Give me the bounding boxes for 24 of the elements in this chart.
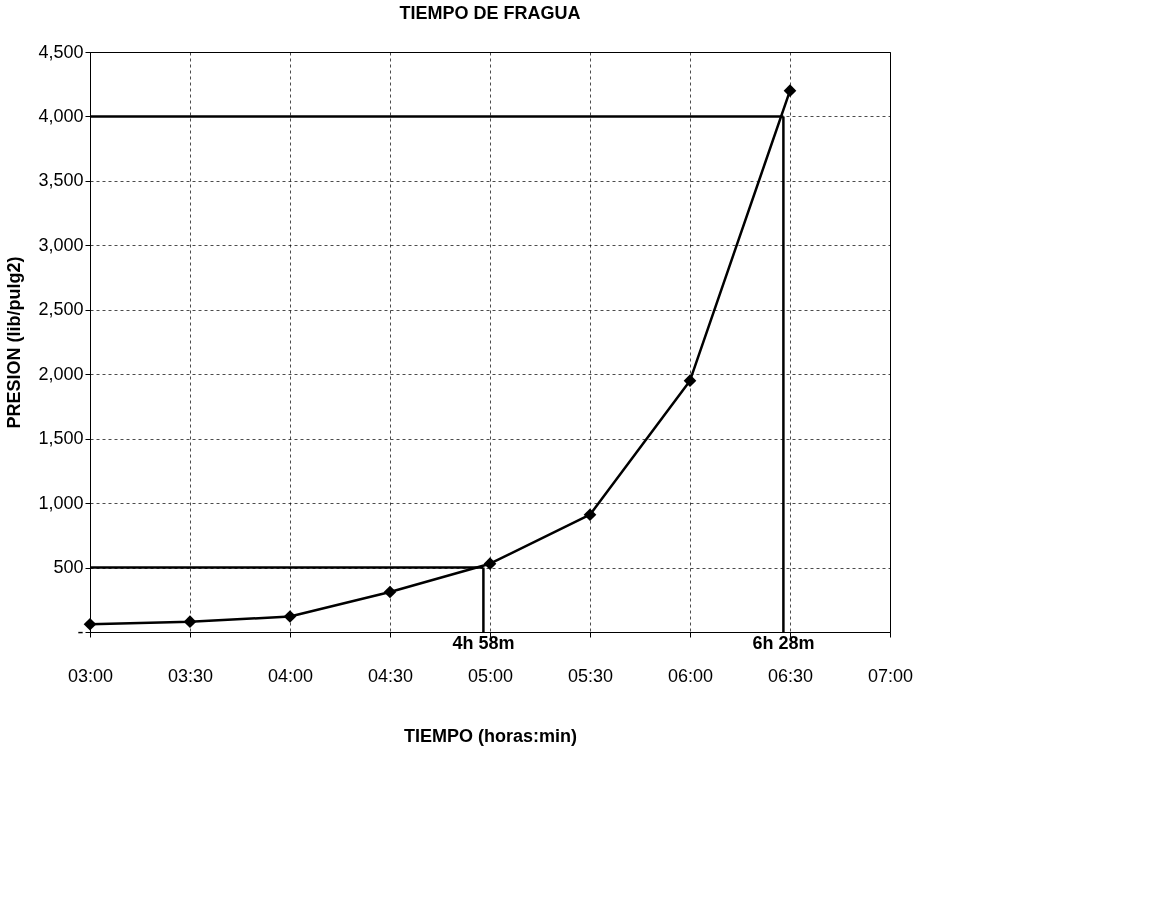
x-axis-title: TIEMPO (horas:min): [403, 725, 578, 746]
x-tick-label: 04:00: [267, 665, 314, 686]
y-tick-label: -: [77, 621, 84, 642]
y-tick-label: 3,000: [38, 234, 84, 255]
y-tick-label: 1,500: [38, 428, 84, 449]
x-tick-label: 06:00: [667, 665, 714, 686]
y-tick-label: 2,500: [38, 299, 84, 320]
chart-title: TIEMPO DE FRAGUA: [399, 3, 581, 23]
y-tick-label: 1,000: [38, 492, 84, 513]
x-tick-label: 05:30: [567, 665, 614, 686]
y-tick-label: 3,500: [38, 170, 84, 191]
x-tick-label: 04:30: [367, 665, 414, 686]
y-tick-label: 500: [53, 557, 84, 578]
ref-line-label: 6h 28m: [752, 633, 815, 653]
y-tick-label: 4,000: [38, 105, 84, 126]
ref-line-label: 4h 58m: [452, 633, 515, 653]
x-tick-label: 05:00: [467, 665, 514, 686]
y-tick-label: 4,500: [38, 41, 84, 62]
y-axis-title: PRESION (lib/pulg2): [4, 256, 25, 429]
x-tick-label: 07:00: [867, 665, 914, 686]
x-tick-label: 03:00: [67, 665, 114, 686]
x-tick-label: 06:30: [767, 665, 814, 686]
y-tick-label: 2,000: [38, 363, 84, 384]
x-tick-label: 03:30: [167, 665, 214, 686]
